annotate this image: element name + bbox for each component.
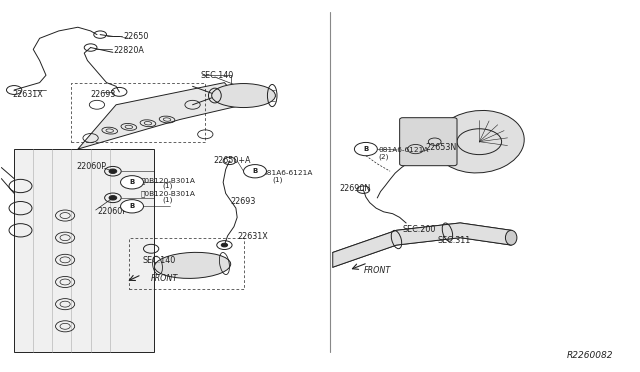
FancyBboxPatch shape xyxy=(14,149,154,352)
Text: FRONT: FRONT xyxy=(364,266,390,275)
FancyBboxPatch shape xyxy=(399,118,457,166)
Text: 081A6-6121A: 081A6-6121A xyxy=(262,170,313,176)
Polygon shape xyxy=(78,83,244,149)
Text: 22693: 22693 xyxy=(91,90,116,99)
Text: SEC.140: SEC.140 xyxy=(200,71,234,80)
Circle shape xyxy=(120,176,143,189)
Ellipse shape xyxy=(154,252,230,278)
Text: Ⓑ0B120-B301A: Ⓑ0B120-B301A xyxy=(140,177,195,184)
Text: 22060P: 22060P xyxy=(77,162,107,171)
Text: (1): (1) xyxy=(272,176,283,183)
Text: (1): (1) xyxy=(163,183,173,189)
Text: 22060P: 22060P xyxy=(97,206,127,216)
Text: 22631X: 22631X xyxy=(237,232,268,241)
Ellipse shape xyxy=(506,230,517,245)
Text: B: B xyxy=(129,179,134,185)
Text: SEC.140: SEC.140 xyxy=(143,256,176,265)
Circle shape xyxy=(109,196,116,200)
Text: 22650+A: 22650+A xyxy=(214,156,251,166)
Text: B: B xyxy=(364,146,369,152)
Circle shape xyxy=(120,200,143,213)
Circle shape xyxy=(244,164,266,178)
Text: SEC.311: SEC.311 xyxy=(438,236,471,245)
Text: 22693: 22693 xyxy=(231,197,256,206)
Text: FRONT: FRONT xyxy=(151,274,179,283)
Circle shape xyxy=(221,243,228,247)
Circle shape xyxy=(355,142,378,156)
Ellipse shape xyxy=(435,110,524,173)
Text: 081A6-6121A: 081A6-6121A xyxy=(379,147,429,153)
Text: Ⓑ0B120-B301A: Ⓑ0B120-B301A xyxy=(140,191,195,198)
Polygon shape xyxy=(333,223,511,267)
Text: 22631X: 22631X xyxy=(13,90,44,99)
Text: 22653N: 22653N xyxy=(425,144,456,153)
Text: (1): (1) xyxy=(163,196,173,203)
Text: B: B xyxy=(252,168,258,174)
Text: 22690N: 22690N xyxy=(339,184,371,193)
Text: 22820A: 22820A xyxy=(113,46,144,55)
Text: 22650: 22650 xyxy=(124,32,149,41)
Text: SEC.200: SEC.200 xyxy=(403,225,436,234)
Text: B: B xyxy=(129,203,134,209)
Text: (2): (2) xyxy=(379,154,389,160)
Text: R2260082: R2260082 xyxy=(566,351,613,360)
Circle shape xyxy=(109,169,116,173)
Ellipse shape xyxy=(212,84,275,108)
